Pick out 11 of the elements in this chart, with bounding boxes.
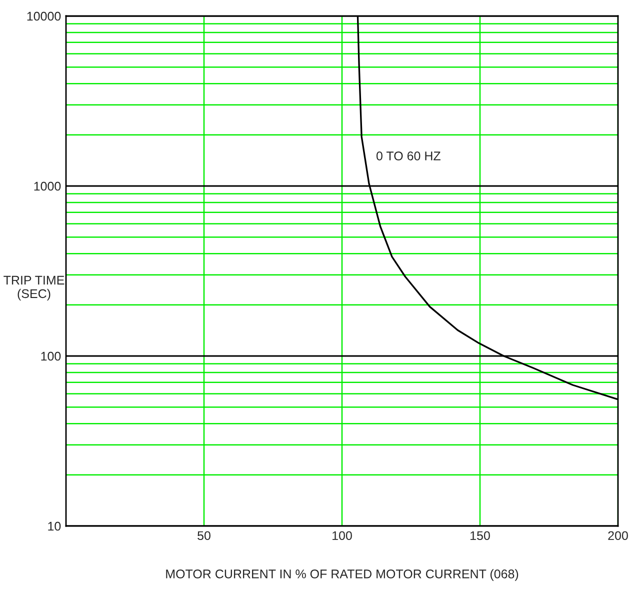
y-tick-label: 10000 xyxy=(27,12,61,21)
x-tick-label: 150 xyxy=(470,531,490,540)
x-tick-label: 100 xyxy=(332,531,352,540)
y-tick-label: 100 xyxy=(41,352,61,361)
x-tick-label: 50 xyxy=(198,531,210,540)
annotation: 0 TO 60 HZ xyxy=(376,152,440,160)
y-tick-label: 1000 xyxy=(34,182,61,191)
x-tick-label: 200 xyxy=(608,531,628,540)
x-axis-title: MOTOR CURRENT IN % OF RATED MOTOR CURRENT (068) xyxy=(166,569,518,581)
y-tick-label: 10 xyxy=(48,522,61,531)
y-axis-title: TRIP TIME (SEC) xyxy=(4,276,64,301)
